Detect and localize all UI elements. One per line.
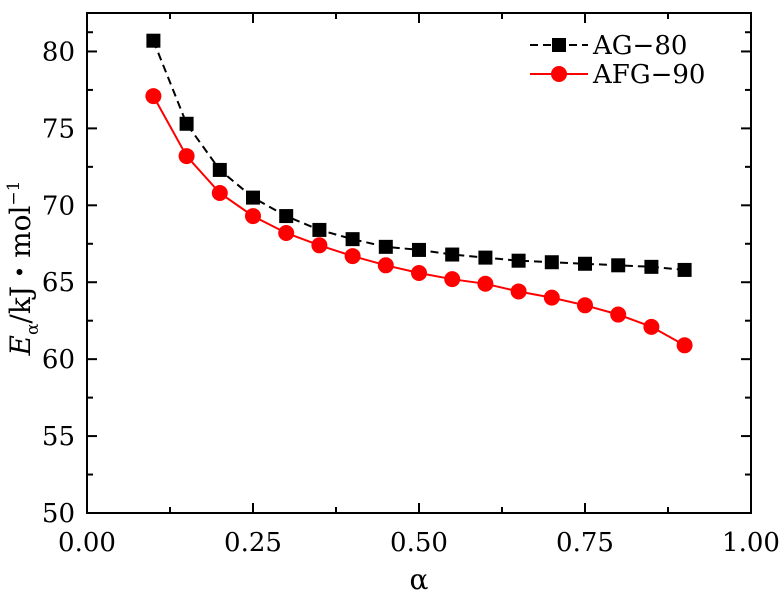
data-point: [445, 247, 460, 262]
data-point: [412, 242, 426, 257]
series-0: [146, 33, 692, 277]
legend-label: AG−80: [592, 31, 687, 61]
data-point: [278, 225, 295, 241]
y-axis-title: Eα/kJ・mol−1: [4, 181, 43, 357]
y-axis-title-rest: /kJ・mol: [4, 206, 37, 324]
data-point: [312, 222, 327, 237]
y-tick-label: 55: [42, 422, 75, 452]
series-1: [145, 88, 693, 354]
y-tick-labels: 50 55 60 65 70 75 80: [42, 37, 75, 529]
y-tick-label: 65: [42, 268, 75, 298]
data-point: [643, 318, 660, 335]
data-point: [644, 259, 659, 274]
data-point: [345, 232, 360, 247]
data-point: [578, 256, 592, 271]
data-point: [444, 271, 461, 288]
y-tick-label: 60: [42, 345, 75, 375]
x-tick-label: 0.75: [556, 528, 614, 558]
legend-item: AG−80: [530, 31, 687, 61]
data-point: [411, 265, 427, 281]
x-tick-label: 0.00: [58, 528, 116, 558]
data-point: [477, 275, 494, 292]
data-point: [279, 209, 294, 224]
y-tick-label: 70: [42, 191, 75, 221]
y-tick-label: 80: [42, 37, 75, 67]
data-point: [145, 88, 162, 105]
data-point: [611, 258, 626, 273]
legend-label: AFG−90: [592, 60, 705, 90]
legend-item: AFG−90: [530, 60, 705, 90]
data-point: [344, 248, 361, 265]
data-point: [178, 148, 195, 165]
y-axis-title-main: E: [4, 335, 37, 356]
y-tick-label: 75: [42, 114, 75, 144]
data-point: [676, 337, 693, 354]
x-tick-label: 0.25: [224, 528, 282, 558]
data-point: [211, 185, 228, 201]
data-point: [478, 250, 493, 265]
axis-ticks: [86, 13, 752, 514]
y-tick-label: 50: [42, 499, 75, 529]
x-tick-label: 1.00: [722, 528, 779, 558]
data-point: [179, 116, 194, 131]
x-axis-title: α: [410, 563, 429, 596]
data-point: [377, 257, 394, 274]
data-point: [246, 190, 260, 205]
data-point: [378, 239, 393, 254]
data-point: [245, 208, 261, 225]
data-point: [677, 262, 692, 277]
data-point: [544, 255, 559, 270]
legend-marker: [552, 38, 566, 52]
data-point: [543, 289, 560, 306]
y-axis-title-subscript: α: [23, 323, 43, 335]
legend-marker: [551, 66, 567, 82]
data-point: [146, 33, 161, 48]
series-layer: [145, 33, 693, 354]
data-point: [610, 306, 627, 323]
x-tick-label: 0.50: [390, 528, 448, 558]
x-tick-labels: 0.00 0.25 0.50 0.75 1.00: [58, 528, 779, 558]
data-point: [510, 283, 527, 300]
y-axis-title-superscript: −1: [4, 181, 24, 206]
data-point: [511, 253, 526, 268]
data-point: [577, 297, 593, 314]
data-point: [311, 237, 328, 254]
series-line: [152, 95, 686, 347]
data-point: [212, 162, 227, 177]
